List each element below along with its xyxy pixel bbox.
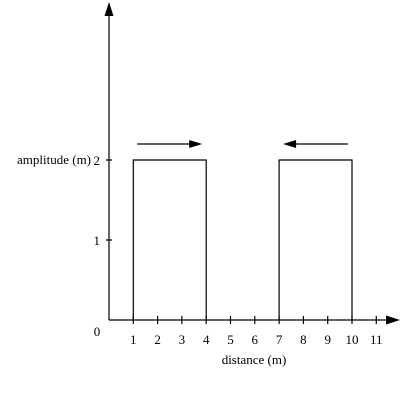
x-tick-label: 8 <box>300 332 307 347</box>
x-tick-label: 7 <box>276 332 283 347</box>
x-tick-label: 6 <box>252 332 259 347</box>
y-ticks: 12 <box>94 153 112 248</box>
origin-label: 0 <box>94 324 101 339</box>
pulse-2-arrowhead <box>283 140 297 148</box>
x-tick-label: 2 <box>154 332 161 347</box>
x-axis-label: distance (m) <box>222 352 287 367</box>
x-tick-label: 9 <box>324 332 331 347</box>
x-axis-arrowhead <box>386 315 400 325</box>
y-tick-label: 2 <box>94 153 101 168</box>
x-ticks: 1 2 3 4 5 6 7 8 9 10 11 <box>130 316 383 347</box>
y-axis-label: amplitude (m) <box>17 152 91 167</box>
x-tick-label: 11 <box>370 332 383 347</box>
x-tick-label: 3 <box>179 332 186 347</box>
y-tick-label: 1 <box>94 233 101 248</box>
x-tick-label: 4 <box>203 332 210 347</box>
pulse-2 <box>278 159 353 320</box>
y-axis-arrowhead <box>104 2 114 16</box>
x-tick-label: 1 <box>130 332 137 347</box>
x-tick-label: 10 <box>346 332 359 347</box>
x-tick-label: 5 <box>227 332 234 347</box>
pulse-1 <box>132 159 207 320</box>
pulse-1-arrowhead <box>189 140 203 148</box>
pulses <box>132 140 353 320</box>
